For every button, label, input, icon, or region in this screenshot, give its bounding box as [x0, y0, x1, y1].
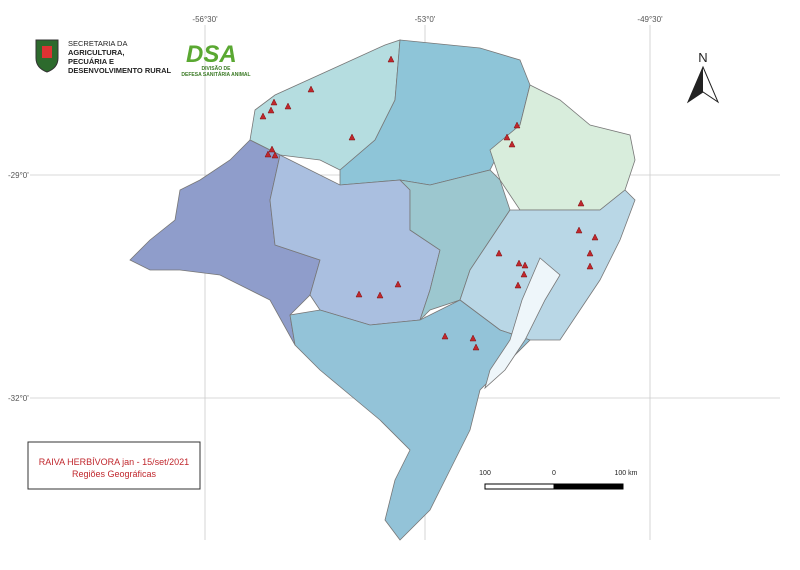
latitude-label: -32°0'	[8, 394, 29, 403]
scale-label: 100 km	[615, 470, 638, 477]
dsa-subtitle: DEFESA SANITÁRIA ANIMAL	[181, 71, 250, 78]
legend-box: RAIVA HERBÍVORA jan - 15/set/2021 Regiõe…	[27, 441, 201, 490]
north-arrow: N	[686, 50, 720, 104]
longitude-label: -49°30'	[637, 15, 663, 24]
scale-segment	[553, 483, 624, 490]
latitude-label: -29°0'	[8, 171, 29, 180]
legend-subtitle: Regiões Geográficas	[72, 469, 157, 479]
agency-text: AGRICULTURA,	[68, 48, 125, 57]
legend-title: RAIVA HERBÍVORA jan - 15/set/2021	[39, 457, 189, 467]
region	[289, 299, 531, 541]
occurrence	[259, 55, 599, 351]
scale-segment	[484, 483, 555, 490]
legend-frame	[27, 441, 201, 490]
scale-bar: 100 0 100 km	[479, 470, 638, 490]
north-label: N	[698, 50, 707, 65]
scale-label: 100	[479, 470, 491, 477]
longitude-label: -56°30'	[192, 15, 218, 24]
agency-logo: SECRETARIA DA AGRICULTURA, PECUÁRIA E DE…	[35, 39, 171, 75]
coat-of-arms	[42, 46, 52, 58]
dsa-logo: DSA DIVISÃO DE DEFESA SANITÁRIA ANIMAL	[181, 41, 250, 78]
lagoon	[484, 257, 561, 390]
agency-text: SECRETARIA DA	[68, 39, 127, 48]
north-arrow-shape	[688, 67, 703, 102]
scale-label: 0	[552, 470, 556, 477]
agency-text: DESENVOLVIMENTO RURAL	[68, 66, 171, 75]
dsa-subtitle: DIVISÃO DE	[202, 65, 232, 72]
longitude-label: -53°0'	[415, 15, 436, 24]
regions	[129, 39, 636, 541]
dsa-logo-text: DSA	[186, 41, 237, 68]
agency-text: PECUÁRIA E	[68, 57, 114, 66]
occurrences	[259, 55, 599, 351]
